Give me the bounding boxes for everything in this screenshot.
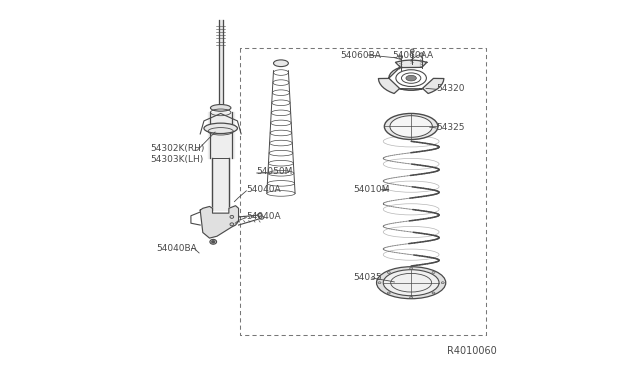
Ellipse shape xyxy=(410,267,413,269)
Ellipse shape xyxy=(432,292,435,294)
Polygon shape xyxy=(378,60,444,93)
Text: 54303K(LH): 54303K(LH) xyxy=(151,155,204,164)
Ellipse shape xyxy=(383,270,439,296)
Text: 54010M: 54010M xyxy=(353,185,390,194)
Text: 54060AA: 54060AA xyxy=(392,51,434,60)
Text: 54040A: 54040A xyxy=(246,185,281,194)
Ellipse shape xyxy=(376,267,445,299)
Ellipse shape xyxy=(410,296,413,298)
Ellipse shape xyxy=(441,282,444,283)
Ellipse shape xyxy=(385,113,438,140)
Ellipse shape xyxy=(387,272,390,273)
Text: 54325: 54325 xyxy=(436,123,465,132)
Text: 54040BA: 54040BA xyxy=(156,244,197,253)
Text: 54050M: 54050M xyxy=(257,167,293,176)
Ellipse shape xyxy=(390,116,433,137)
Ellipse shape xyxy=(410,49,414,53)
Text: R4010060: R4010060 xyxy=(447,346,497,356)
Ellipse shape xyxy=(399,55,403,59)
Text: 54320: 54320 xyxy=(436,84,465,93)
Ellipse shape xyxy=(432,272,435,273)
Polygon shape xyxy=(200,206,239,238)
Ellipse shape xyxy=(230,223,234,226)
Ellipse shape xyxy=(211,105,231,111)
Text: 54035: 54035 xyxy=(353,273,382,282)
Ellipse shape xyxy=(406,75,417,81)
Ellipse shape xyxy=(212,241,215,243)
Ellipse shape xyxy=(230,215,234,218)
Text: 54302K(RH): 54302K(RH) xyxy=(151,144,205,153)
Ellipse shape xyxy=(210,240,216,244)
Ellipse shape xyxy=(387,292,390,294)
Ellipse shape xyxy=(378,282,381,283)
Ellipse shape xyxy=(273,60,289,67)
Text: 54060BA: 54060BA xyxy=(340,51,381,60)
Text: 54040A: 54040A xyxy=(246,212,281,221)
Ellipse shape xyxy=(420,53,424,57)
Ellipse shape xyxy=(257,213,262,217)
Ellipse shape xyxy=(259,216,264,219)
Ellipse shape xyxy=(204,123,237,134)
